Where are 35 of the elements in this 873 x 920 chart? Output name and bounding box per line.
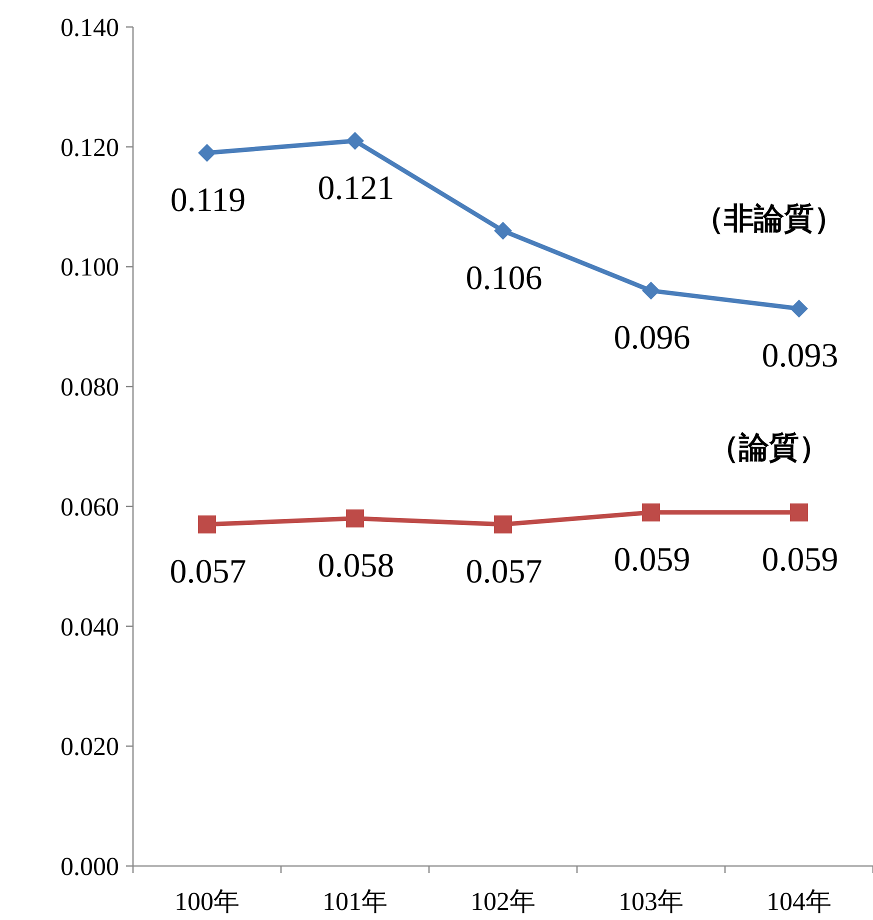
point [642,503,660,522]
y-tick-label: 0.100 [60,252,119,282]
point [346,132,364,150]
x-tick-label: 102年 [470,887,536,916]
point [790,300,808,318]
data-label: 0.106 [466,260,542,297]
x-tick-label: 101年 [322,887,388,916]
data-label: 0.119 [170,182,246,219]
point [346,509,364,528]
data-label: 0.093 [762,338,838,375]
y-tick-label: 0.060 [60,492,119,522]
point [642,282,660,300]
y-tick-label: 0.080 [60,372,119,402]
y-tick-label: 0.000 [60,852,119,881]
series-label: （非論質） [694,202,844,236]
x-tick-label: 103年 [618,887,684,916]
point [494,222,512,240]
y-tick-label: 0.140 [60,13,119,42]
data-label: 0.057 [170,553,246,590]
data-label: 0.059 [762,541,838,578]
point [790,503,808,522]
point [198,144,216,162]
data-label: 0.058 [318,547,394,584]
series-label: （論質） [709,431,829,464]
y-tick-label: 0.040 [60,612,119,642]
y-tick-label: 0.020 [60,732,119,762]
data-label: 0.057 [466,553,542,590]
point [198,515,216,534]
data-label: 0.121 [318,170,394,207]
data-label: 0.096 [614,320,690,357]
x-tick-label: 100年 [174,887,240,916]
y-tick-label: 0.120 [60,132,119,162]
data-label: 0.059 [614,541,690,578]
x-tick-label: 104年 [766,887,832,916]
point [494,515,512,534]
